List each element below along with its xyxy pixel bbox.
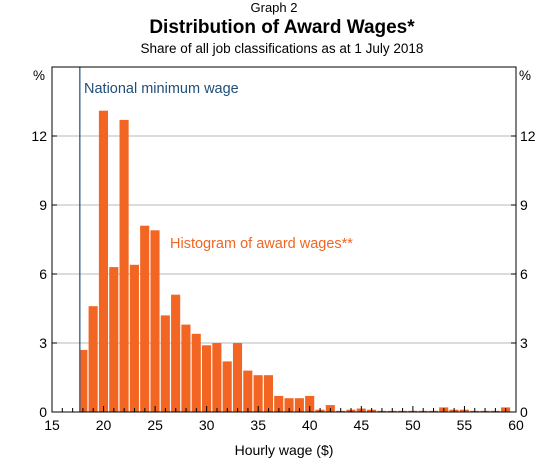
chart-title: Distribution of Award Wages* <box>149 17 415 38</box>
plot-frame <box>51 66 517 413</box>
x-tick-label: 35 <box>250 417 266 433</box>
y-unit-left: % <box>33 68 45 83</box>
x-axis-ticks: 15 20 25 30 35 40 45 50 55 60 <box>44 406 524 433</box>
y-tick-label-right: 6 <box>520 266 528 282</box>
x-tick-label: 50 <box>405 417 421 433</box>
y-tick-label-left: 6 <box>39 266 47 282</box>
histogram-bar <box>294 398 304 412</box>
histogram-bar <box>284 398 294 412</box>
y-tick-label-left: 0 <box>39 404 47 420</box>
histogram-bar <box>119 119 129 413</box>
x-tick-label: 25 <box>147 417 163 433</box>
y-tick-label-right: 0 <box>520 404 528 420</box>
x-tick-label: 60 <box>508 417 524 433</box>
x-tick-label: 45 <box>354 417 370 433</box>
x-tick-label: 40 <box>302 417 318 433</box>
histogram-bar <box>222 361 232 412</box>
histogram-bar <box>80 349 88 412</box>
histogram-bar <box>109 267 119 412</box>
y-tick-label-left: 9 <box>39 197 47 213</box>
histogram-bar <box>232 343 243 412</box>
x-tick-label: 20 <box>96 417 112 433</box>
x-axis-label: Hourly wage ($) <box>235 442 334 458</box>
histogram-bar <box>191 333 201 412</box>
graph-label: Graph 2 <box>251 0 298 15</box>
y-tick-label-left: 12 <box>31 128 47 144</box>
reference-line-label: National minimum wage <box>84 81 239 97</box>
bars-group <box>80 110 511 413</box>
histogram-bar <box>212 343 222 412</box>
x-tick-label: 15 <box>44 417 60 433</box>
histogram-bar <box>171 294 181 412</box>
histogram-bar <box>150 230 160 412</box>
histogram-bar <box>98 110 109 412</box>
y-tick-label-right: 3 <box>520 335 528 351</box>
x-tick-label: 55 <box>457 417 473 433</box>
grid-lines <box>52 135 516 344</box>
y-tick-label-right: 9 <box>520 197 528 213</box>
histogram-bar <box>140 225 150 412</box>
histogram-bar <box>253 375 263 412</box>
histogram-bar <box>160 315 170 412</box>
histogram-bar <box>305 395 315 412</box>
histogram-bar <box>202 345 212 412</box>
histogram-bar <box>274 395 284 412</box>
chart-subtitle: Share of all job classifications as at 1… <box>141 41 424 56</box>
y-tick-label-right: 12 <box>520 128 536 144</box>
y-tick-label-left: 3 <box>39 335 47 351</box>
histogram-bar <box>129 264 139 412</box>
y-axis-ticks: 0 0 3 3 6 6 9 9 12 12 <box>31 128 535 420</box>
histogram-bar <box>243 370 253 412</box>
histogram-bar <box>181 324 191 412</box>
histogram-bar <box>88 306 98 412</box>
histogram-bar <box>263 375 273 412</box>
y-unit-right: % <box>519 68 531 83</box>
x-tick-label: 30 <box>199 417 215 433</box>
histogram-annotation: Histogram of award wages** <box>170 236 353 252</box>
